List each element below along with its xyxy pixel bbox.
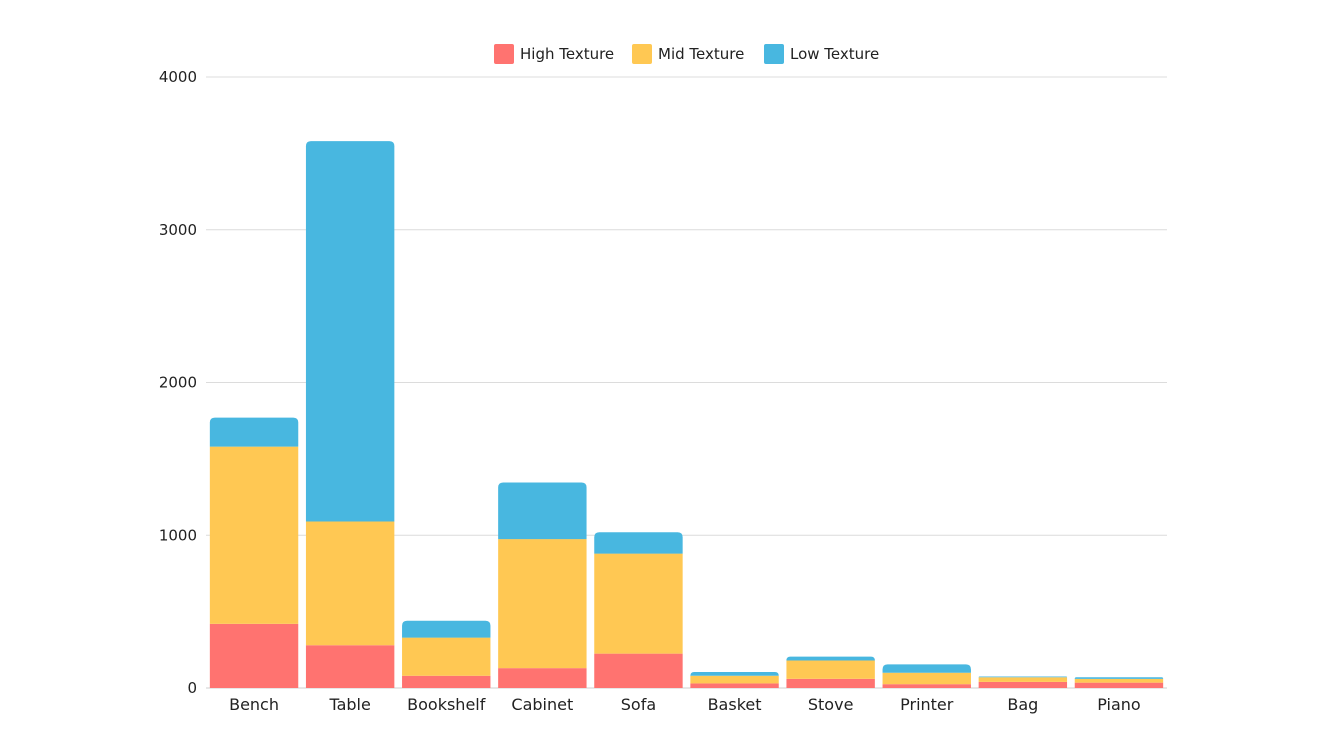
x-tick-label: Sofa: [621, 695, 656, 714]
bar-segment: [305, 645, 395, 688]
x-tick-label: Bench: [229, 695, 279, 714]
y-tick-label: 0: [187, 679, 197, 697]
legend: High Texture Mid Texture Low Texture: [494, 44, 879, 64]
bar-segment: [402, 637, 491, 676]
bar-segment: [498, 668, 587, 688]
bar-segment: [978, 676, 1068, 678]
bar-segment: [882, 684, 971, 688]
x-axis-labels: Bench Table Bookshelf Cabinet Sofa Basket Stov…: [229, 695, 1141, 714]
x-tick-label: Bag: [1007, 695, 1038, 714]
bar-segment: [594, 553, 683, 654]
legend-swatch: [764, 44, 784, 64]
y-tick-label: 2000: [159, 374, 197, 392]
x-tick-label: Piano: [1097, 695, 1140, 714]
bar-segment: [786, 678, 875, 688]
bar-segment: [594, 653, 683, 688]
bar-segment: [882, 672, 971, 685]
bar-segment: [1074, 682, 1164, 688]
bar-segment: [209, 446, 299, 624]
x-tick-label: Basket: [708, 695, 762, 714]
bar-segment: [978, 681, 1068, 688]
bar-segment: [978, 677, 1068, 682]
bars: [209, 141, 1164, 688]
y-tick-label: 3000: [159, 221, 197, 239]
bar-segment: [209, 623, 299, 688]
y-tick-label: 1000: [159, 526, 197, 544]
legend-swatch: [632, 44, 652, 64]
bar-segment: [1074, 678, 1164, 683]
x-tick-label: Stove: [808, 695, 854, 714]
bar-segment: [1074, 677, 1164, 679]
x-tick-label: Cabinet: [511, 695, 573, 714]
bar-segment: [690, 675, 779, 684]
x-tick-label: Table: [328, 695, 370, 714]
bar-segment: [786, 656, 875, 661]
bar-segment: [305, 141, 395, 522]
legend-label: High Texture: [520, 45, 614, 63]
bar-segment: [786, 660, 875, 679]
bar-segment: [882, 664, 971, 673]
bar-segment: [594, 532, 683, 554]
bar-segment: [402, 620, 491, 638]
x-tick-label: Bookshelf: [407, 695, 486, 714]
legend-label: Low Texture: [790, 45, 879, 63]
y-tick-label: 4000: [159, 68, 197, 86]
y-axis-ticks: 0 1000 2000 3000 4000: [159, 68, 197, 697]
legend-label: Mid Texture: [658, 45, 744, 63]
legend-swatch: [494, 44, 514, 64]
bar-segment: [402, 675, 491, 688]
bar-segment: [498, 539, 587, 669]
bar-segment: [305, 521, 395, 646]
bar-segment: [498, 482, 587, 540]
bar-segment: [209, 417, 299, 447]
bar-segment: [690, 671, 779, 676]
x-tick-label: Printer: [900, 695, 954, 714]
bar-segment: [690, 683, 779, 688]
